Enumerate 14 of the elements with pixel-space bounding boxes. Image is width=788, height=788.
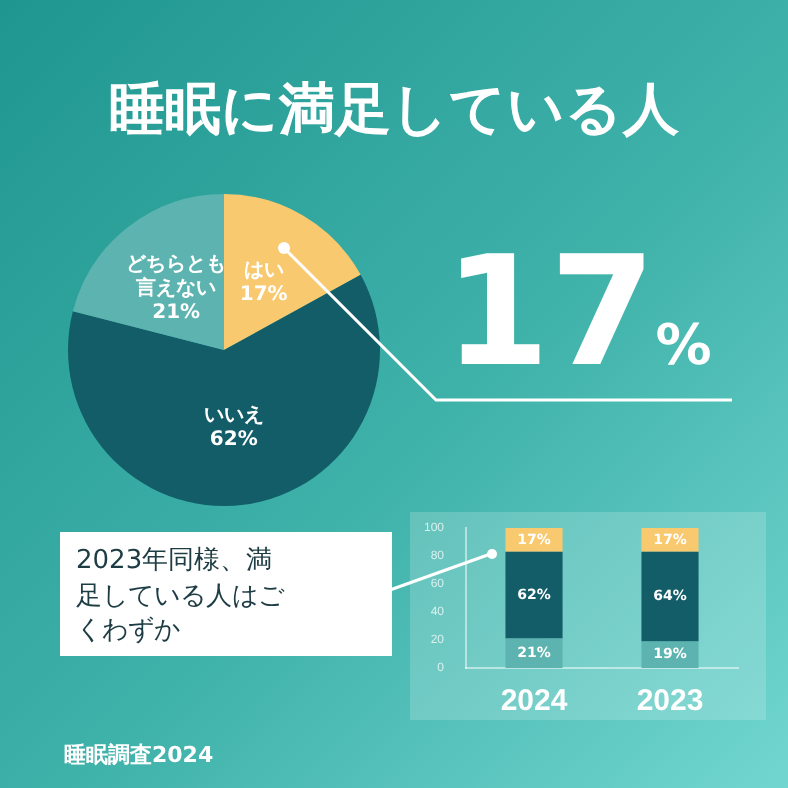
bar bbox=[641, 551, 699, 642]
chart-title: 睡眠に満足している人 bbox=[107, 74, 681, 146]
text: 2023年同様、満足している人はごくわずか bbox=[76, 544, 287, 650]
data-label: 62% bbox=[209, 428, 258, 451]
text: 17% bbox=[444, 222, 712, 400]
data-label: 17% bbox=[239, 284, 288, 307]
slice-label: はい bbox=[243, 260, 284, 283]
slice-label: いいえ bbox=[203, 404, 264, 427]
slice-label: どちらとも言えない bbox=[126, 253, 227, 300]
text: 睡眠調査2024 bbox=[64, 740, 214, 770]
bar bbox=[505, 551, 563, 639]
x-tick-label: 2024 bbox=[500, 684, 569, 719]
data-label: 21% bbox=[152, 301, 201, 324]
x-tick-label: 2023 bbox=[636, 684, 704, 719]
